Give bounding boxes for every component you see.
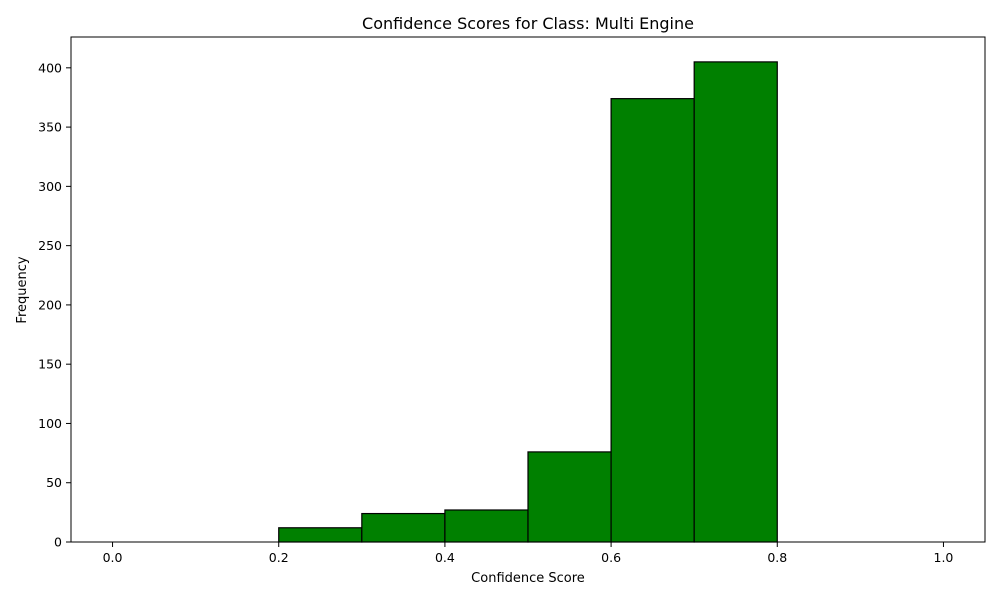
y-tick-label-1: 50 — [46, 475, 62, 490]
y-axis-ticks: 0 50 100 150 200 250 300 350 400 — [38, 60, 71, 550]
histogram-bar-6 — [610, 98, 695, 543]
histogram-bar-5 — [527, 451, 612, 543]
y-tick-label-4: 200 — [38, 297, 62, 312]
x-axis-label: Confidence Score — [471, 571, 585, 586]
histogram-bar-3 — [361, 512, 446, 543]
histogram-bar-2 — [278, 527, 363, 543]
y-tick-label-3: 150 — [38, 357, 62, 372]
x-tick-label-4: 0.8 — [767, 550, 787, 565]
x-tick-label-3: 0.6 — [601, 550, 621, 565]
plot-frame — [70, 36, 986, 543]
chart-title: Confidence Scores for Class: Multi Engin… — [362, 14, 694, 33]
histogram-bar-4 — [444, 509, 529, 543]
x-axis-ticks: 0.0 0.2 0.4 0.6 0.8 1.0 — [103, 542, 954, 565]
y-tick-label-5: 250 — [38, 238, 62, 253]
histogram-bar-7 — [693, 61, 778, 543]
x-tick-label-2: 0.4 — [435, 550, 455, 565]
y-tick-label-8: 400 — [38, 60, 62, 75]
x-tick-label-1: 0.2 — [269, 550, 289, 565]
y-tick-label-0: 0 — [54, 535, 62, 550]
bars-group — [278, 61, 778, 543]
y-tick-label-2: 100 — [38, 416, 62, 431]
x-tick-label-5: 1.0 — [934, 550, 954, 565]
y-axis-label: Frequency — [15, 256, 30, 323]
y-tick-label-7: 350 — [38, 120, 62, 135]
y-tick-label-6: 300 — [38, 179, 62, 194]
x-tick-label-0: 0.0 — [103, 550, 123, 565]
